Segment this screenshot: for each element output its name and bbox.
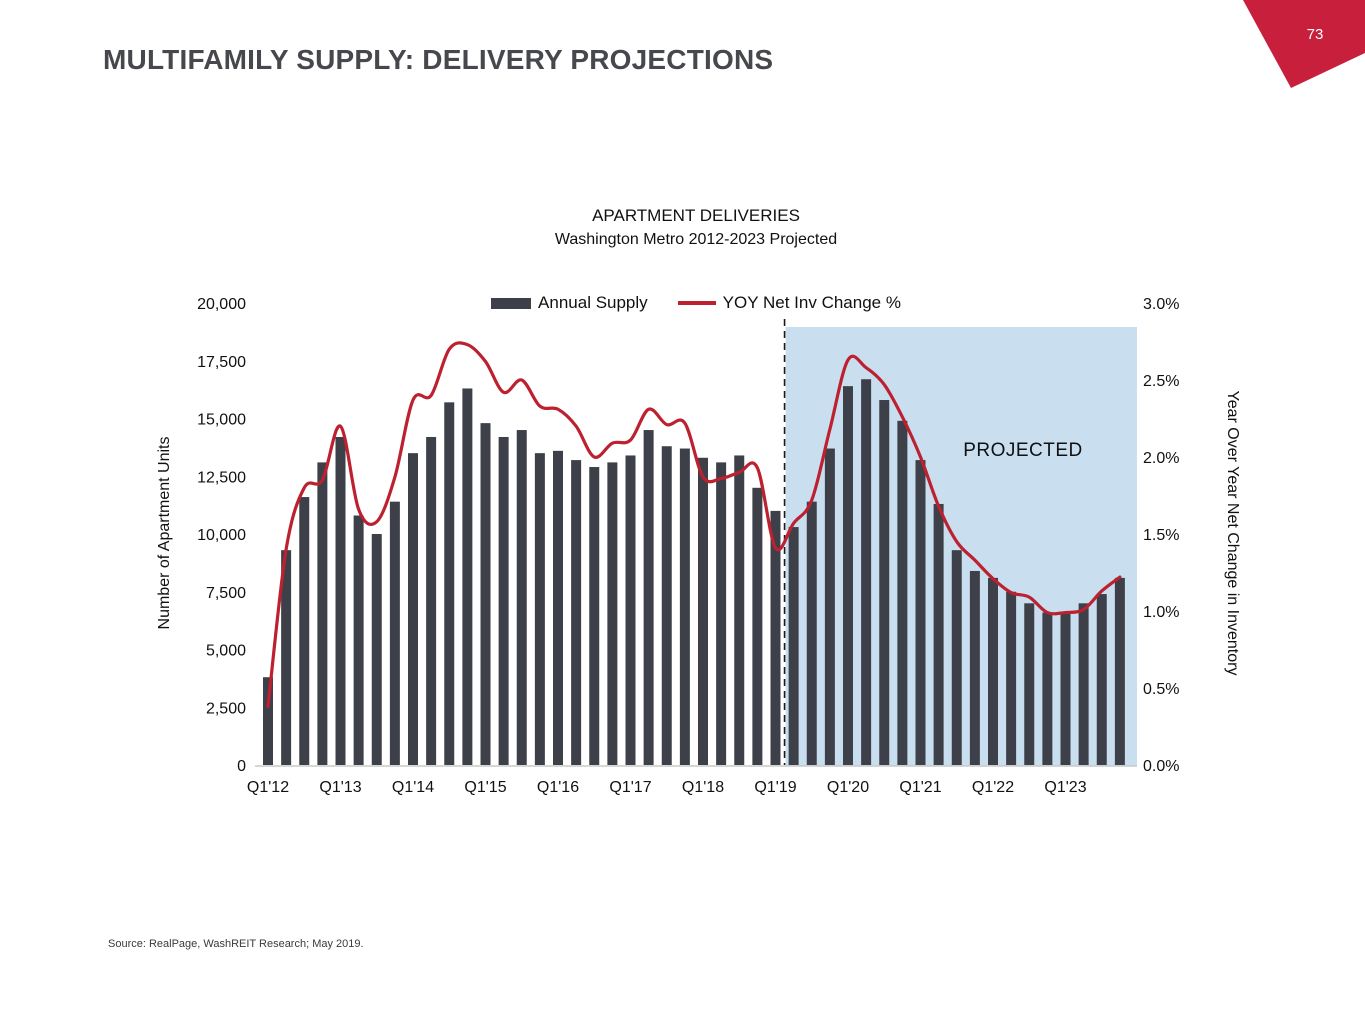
left-axis-tick: 10,000: [197, 527, 246, 544]
bar: [299, 497, 310, 765]
bar: [498, 436, 509, 765]
bar: [661, 446, 672, 765]
corner-flag-shape: [1243, 0, 1365, 88]
bar: [951, 550, 962, 765]
x-axis-tick: Q1'16: [537, 779, 579, 796]
bar: [716, 462, 727, 765]
x-axis-tick: Q1'15: [464, 779, 506, 796]
bar: [643, 430, 654, 765]
bar: [389, 501, 400, 765]
x-axis-tick: Q1'12: [247, 779, 289, 796]
chart-title: APARTMENT DELIVERIES: [592, 206, 800, 225]
corner-flag: [1243, 0, 1365, 88]
bar: [788, 527, 799, 765]
bar: [607, 462, 618, 765]
bar: [317, 462, 328, 765]
bar: [534, 453, 545, 765]
bar: [933, 503, 944, 765]
right-axis-tick: 0.0%: [1143, 758, 1179, 775]
left-axis-tick: 20,000: [197, 296, 246, 313]
bar: [1060, 612, 1071, 765]
bar: [589, 467, 600, 765]
left-axis-tick: 7,500: [206, 585, 246, 602]
bar: [734, 455, 745, 765]
bar: [462, 388, 473, 765]
bar: [1096, 594, 1107, 765]
bar: [1006, 591, 1017, 765]
bar: [516, 430, 527, 765]
bar: [988, 577, 998, 765]
bar: [571, 460, 582, 765]
x-axis-tick: Q1'19: [754, 779, 796, 796]
legend-label-yoy-line: YOY Net Inv Change %: [722, 293, 901, 312]
legend-item-yoy-line: YOY Net Inv Change %: [677, 293, 901, 313]
right-axis-tick: 1.0%: [1143, 604, 1179, 621]
bar: [353, 515, 364, 765]
x-axis-tick: Q1'23: [1044, 779, 1086, 796]
bar: [824, 448, 835, 765]
line-series-swatch-icon: [677, 301, 716, 305]
right-axis-tick: 3.0%: [1143, 296, 1179, 313]
bar: [426, 436, 437, 765]
x-axis-tick: Q1'20: [827, 779, 869, 796]
projected-annotation: PROJECTED: [963, 440, 1083, 461]
chart-subtitle: Washington Metro 2012-2023 Projected: [554, 231, 838, 248]
bar: [969, 570, 980, 765]
source-note: Source: RealPage, WashREIT Research; May…: [108, 938, 364, 950]
x-axis-tick: Q1'21: [899, 779, 941, 796]
bar: [698, 457, 708, 765]
bar: [679, 448, 690, 765]
yoy-line: [266, 341, 1122, 709]
bar: [281, 550, 292, 765]
left-axis-tick: 17,500: [197, 354, 246, 371]
legend-label-annual-supply: Annual Supply: [538, 293, 648, 312]
bar: [861, 379, 872, 765]
bar: [752, 487, 763, 765]
right-axis-tick: 2.0%: [1143, 450, 1179, 467]
right-axis-tick: 2.5%: [1143, 373, 1179, 390]
bar: [335, 436, 346, 765]
right-axis-tick: 0.5%: [1143, 681, 1179, 698]
left-axis-title: Number of Apartment Units: [156, 436, 173, 630]
slide-title: MULTIFAMILY SUPPLY: DELIVERY PROJECTIONS: [103, 44, 774, 75]
x-axis-tick: Q1'17: [609, 779, 651, 796]
chart-legend: Annual Supply YOY Net Inv Change %: [255, 293, 1137, 313]
bar: [843, 386, 853, 765]
x-axis-tick: Q1'22: [972, 779, 1014, 796]
right-axis-title: Year Over Year Net Change in Inventory: [1224, 390, 1241, 676]
bar: [915, 460, 926, 765]
left-axis-tick: 0: [237, 758, 246, 775]
bar: [263, 677, 273, 765]
bar: [1024, 603, 1035, 765]
bar: [480, 423, 491, 765]
bar-series-swatch-icon: [491, 297, 532, 309]
bar: [1042, 612, 1053, 765]
bar: [806, 501, 817, 765]
page-number: 73: [1306, 26, 1324, 43]
bar: [879, 400, 890, 765]
x-axis-tick: Q1'18: [682, 779, 724, 796]
bar: [408, 453, 418, 765]
x-axis-tick: Q1'14: [392, 779, 434, 796]
bar: [553, 450, 563, 765]
bar: [897, 420, 908, 765]
bar: [444, 402, 455, 765]
left-axis-tick: 5,000: [206, 643, 246, 660]
bar: [1114, 577, 1125, 765]
legend-item-annual-supply: Annual Supply: [491, 293, 648, 313]
bar: [1078, 603, 1089, 765]
left-axis-tick: 2,500: [206, 700, 246, 717]
left-axis-tick: 12,500: [197, 469, 246, 486]
left-axis-tick: 15,000: [197, 412, 246, 429]
bar: [625, 455, 636, 765]
bar: [371, 534, 382, 765]
right-axis-tick: 1.5%: [1143, 527, 1179, 544]
bar: [770, 510, 781, 765]
x-axis-tick: Q1'13: [319, 779, 361, 796]
